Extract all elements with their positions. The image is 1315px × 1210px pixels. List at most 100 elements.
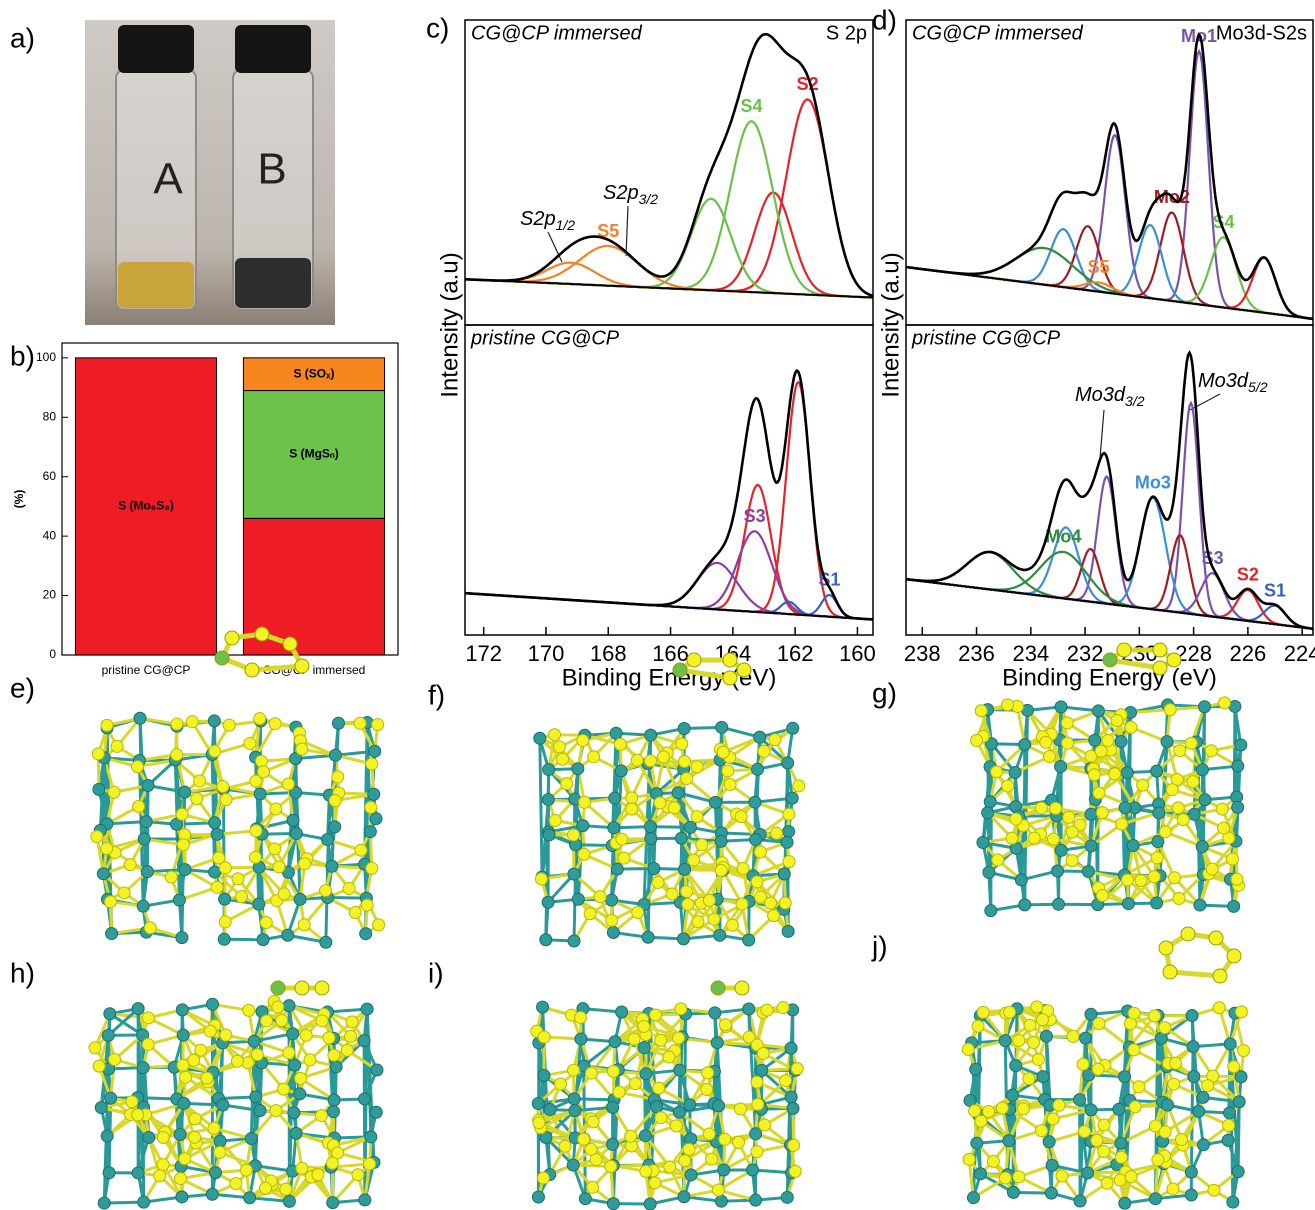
mo-atom xyxy=(137,1062,149,1074)
s-atom xyxy=(104,896,116,908)
mo-atom xyxy=(743,934,755,946)
s-atom xyxy=(692,916,704,928)
mo-atom xyxy=(1122,898,1134,910)
mo-atom xyxy=(329,749,341,761)
mo-atom xyxy=(177,1029,189,1041)
mo-atom xyxy=(1085,808,1097,820)
mo-atom xyxy=(675,832,687,844)
s-atom xyxy=(219,916,231,928)
s-atom xyxy=(220,1029,232,1041)
s-atom xyxy=(1047,833,1059,845)
mo-atom xyxy=(1119,1071,1131,1083)
s-atom xyxy=(549,729,561,741)
mo-atom xyxy=(749,796,761,808)
s-atom xyxy=(1062,737,1074,749)
s-atom xyxy=(209,745,221,757)
s-atom xyxy=(606,914,618,926)
panel-title: pristine CG@CP xyxy=(911,327,1061,349)
mo-atom xyxy=(97,868,109,880)
y-tick-label: 100 xyxy=(36,350,56,364)
mo-atom xyxy=(1082,866,1094,878)
mo-atom xyxy=(142,780,154,792)
mo-atom xyxy=(975,1168,987,1180)
s-atom xyxy=(535,873,547,885)
s-atom xyxy=(567,829,579,841)
s-atom xyxy=(1035,802,1047,814)
mo-atom xyxy=(369,745,381,757)
s-atom xyxy=(1148,871,1160,883)
mo-atom xyxy=(569,1105,581,1117)
mo-atom xyxy=(983,866,995,878)
bond xyxy=(540,738,542,877)
mo-atom xyxy=(711,1037,723,1049)
component-peak xyxy=(465,563,873,620)
mo-atom xyxy=(638,1042,650,1054)
s-atom xyxy=(1040,736,1052,748)
mo-atom xyxy=(684,821,696,833)
mo-atom xyxy=(209,866,221,878)
s-atom xyxy=(682,898,694,910)
s-atom xyxy=(791,1063,803,1075)
mo-atom xyxy=(684,1099,696,1111)
mo-atom xyxy=(1019,739,1031,751)
s-atom xyxy=(1151,852,1163,864)
s-atom xyxy=(736,898,748,910)
mo-atom xyxy=(1115,736,1127,748)
component-label: S4 xyxy=(741,96,763,116)
s-atom xyxy=(276,1014,288,1026)
s-atom xyxy=(298,919,310,931)
s-atom xyxy=(679,1155,691,1167)
mo-atom xyxy=(679,863,691,875)
mo-atom xyxy=(606,1138,618,1150)
mg-atom xyxy=(1103,653,1117,667)
annotation: Mo3d3/2 xyxy=(1075,384,1145,408)
s-atom xyxy=(1024,1019,1036,1031)
mo-atom xyxy=(1092,705,1104,717)
mo-atom xyxy=(290,828,302,840)
s-atom xyxy=(653,1082,665,1094)
crystal-structure xyxy=(534,653,805,947)
s-atom xyxy=(208,1122,220,1134)
mo-atom xyxy=(787,722,799,734)
s-atom xyxy=(223,719,235,731)
s-atom xyxy=(751,1076,763,1088)
s-atom xyxy=(1133,1081,1145,1093)
mo-atom xyxy=(1224,1107,1236,1119)
s-atom xyxy=(1077,1058,1089,1070)
s-atom xyxy=(254,713,266,725)
mo-atom xyxy=(537,1001,549,1013)
mo-atom xyxy=(1186,1010,1198,1022)
mo-atom xyxy=(174,1129,186,1141)
panel-label: d) xyxy=(872,4,897,35)
s-atom xyxy=(372,719,384,731)
mo-atom xyxy=(103,1167,115,1179)
mo-atom xyxy=(1003,1135,1015,1147)
s-atom xyxy=(219,862,231,874)
s-atom xyxy=(715,864,727,876)
s-atom xyxy=(176,808,188,820)
mo-atom xyxy=(716,721,728,733)
s-atom xyxy=(683,1143,695,1155)
s-atom xyxy=(723,653,737,667)
s-atom xyxy=(278,888,290,900)
mo-atom xyxy=(287,1028,299,1040)
s-atom xyxy=(1177,814,1189,826)
s-atom xyxy=(365,801,377,813)
panel-label: g) xyxy=(872,677,897,708)
mo-atom xyxy=(645,833,657,845)
x-tick-label: 166 xyxy=(652,641,689,666)
s-atom xyxy=(272,1001,284,1013)
mo-atom xyxy=(532,1191,544,1203)
mo-atom xyxy=(287,814,299,826)
mo-atom xyxy=(787,1102,799,1114)
mo-atom xyxy=(217,1099,229,1111)
s-atom xyxy=(270,1105,282,1117)
mo-atom xyxy=(361,1003,373,1015)
s-atom xyxy=(1216,803,1228,815)
mo-atom xyxy=(971,1137,983,1149)
s-atom xyxy=(765,897,777,909)
mo-atom xyxy=(611,863,623,875)
s-atom xyxy=(668,802,680,814)
annotation-subscript: 3/2 xyxy=(1125,393,1145,409)
x-tick-label: 172 xyxy=(465,641,502,666)
